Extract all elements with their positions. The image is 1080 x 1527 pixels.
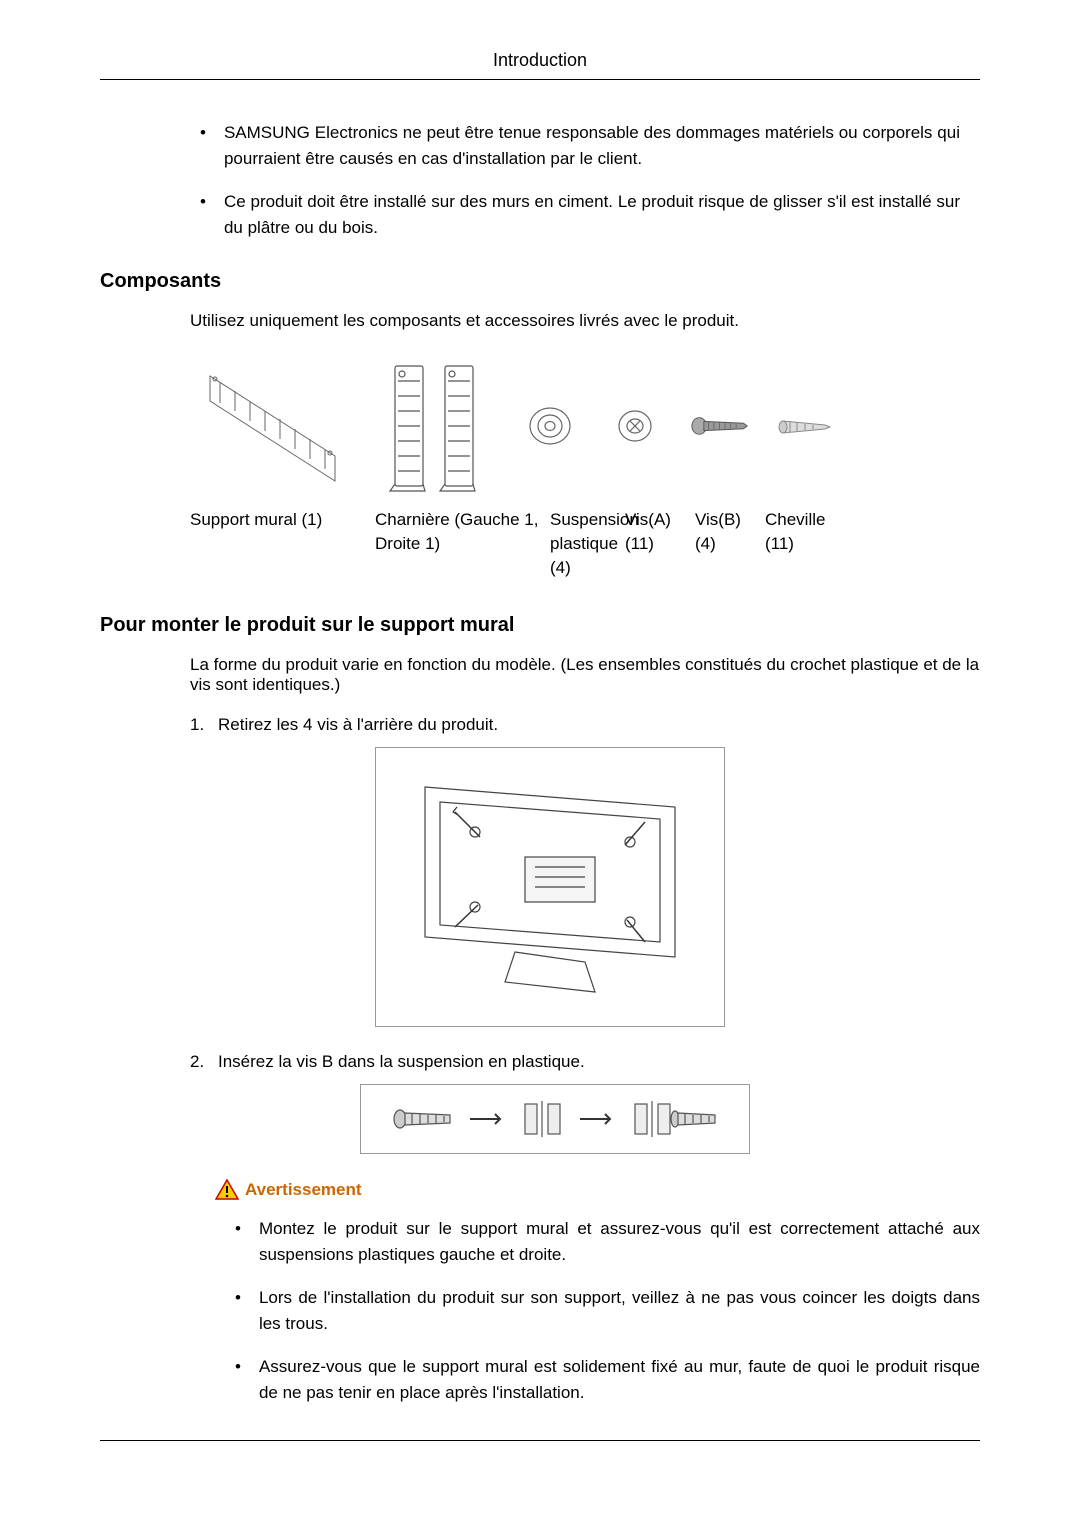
- section-heading-monter: Pour monter le produit sur le support mu…: [100, 614, 980, 637]
- components-labels-row: Support mural (1) Charnière (Gauche 1, D…: [190, 508, 980, 579]
- numbered-list: 2. Insérez la vis B dans la suspension e…: [190, 1052, 960, 1072]
- label-charniere: Charnière (Gauche 1, Droite 1): [375, 508, 550, 579]
- page-header-title: Introduction: [100, 50, 980, 80]
- bullet-marker: •: [200, 120, 206, 146]
- monter-intro: La forme du produit varie en fonction du…: [190, 655, 980, 695]
- screw-a-icon: [605, 401, 665, 451]
- label-support-mural: Support mural (1): [190, 508, 375, 579]
- label-vis-a: Vis(A) (11): [625, 508, 695, 579]
- bullet-text: Ce produit doit être installé sur des mu…: [224, 189, 960, 240]
- footer-line: [100, 1440, 980, 1441]
- warning-header: Avertissement: [215, 1179, 980, 1201]
- bullet-text: SAMSUNG Electronics ne peut être tenue r…: [224, 120, 960, 171]
- label-suspension: Suspension plastique (4): [550, 508, 625, 579]
- step-number: 1.: [190, 715, 218, 735]
- warning-block: Avertissement • Montez le produit sur le…: [215, 1179, 980, 1405]
- hinge-icon: [375, 356, 495, 496]
- screw-b-icon: [690, 401, 750, 451]
- bullet-text: Montez le produit sur le support mural e…: [259, 1216, 980, 1267]
- warning-triangle-icon: [215, 1179, 239, 1201]
- composants-intro: Utilisez uniquement les composants et ac…: [190, 311, 980, 331]
- step-item: 1. Retirez les 4 vis à l'arrière du prod…: [190, 715, 960, 735]
- anchor-icon: [775, 401, 835, 451]
- bullet-item: • SAMSUNG Electronics ne peut être tenue…: [190, 120, 960, 171]
- section-heading-composants: Composants: [100, 270, 980, 293]
- wall-mount-bracket-icon: [190, 356, 350, 496]
- step-text: Retirez les 4 vis à l'arrière du produit…: [218, 715, 960, 735]
- bullet-marker: •: [235, 1216, 241, 1242]
- bullet-marker: •: [235, 1285, 241, 1311]
- warning-label: Avertissement: [245, 1180, 362, 1200]
- bullet-item: • Ce produit doit être installé sur des …: [190, 189, 960, 240]
- plastic-hanger-icon: [520, 401, 580, 451]
- warning-bullets: • Montez le produit sur le support mural…: [225, 1216, 980, 1405]
- bullet-text: Assurez-vous que le support mural est so…: [259, 1354, 980, 1405]
- bullet-item: • Montez le produit sur le support mural…: [225, 1216, 980, 1267]
- numbered-list: 1. Retirez les 4 vis à l'arrière du prod…: [190, 715, 960, 735]
- bullet-item: • Assurez-vous que le support mural est …: [225, 1354, 980, 1405]
- bullet-item: • Lors de l'installation du produit sur …: [225, 1285, 980, 1336]
- step-number: 2.: [190, 1052, 218, 1072]
- label-cheville: Cheville (11): [765, 508, 855, 579]
- bullet-text: Lors de l'installation du produit sur so…: [259, 1285, 980, 1336]
- bullet-marker: •: [235, 1354, 241, 1380]
- figure-screw-assembly: [360, 1084, 750, 1154]
- bullet-marker: •: [200, 189, 206, 215]
- step-item: 2. Insérez la vis B dans la suspension e…: [190, 1052, 960, 1072]
- top-bullet-list: • SAMSUNG Electronics ne peut être tenue…: [190, 120, 960, 240]
- label-vis-b: Vis(B) (4): [695, 508, 765, 579]
- components-images-row: [190, 356, 980, 496]
- figure-tv-back: [375, 747, 725, 1027]
- step-text: Insérez la vis B dans la suspension en p…: [218, 1052, 960, 1072]
